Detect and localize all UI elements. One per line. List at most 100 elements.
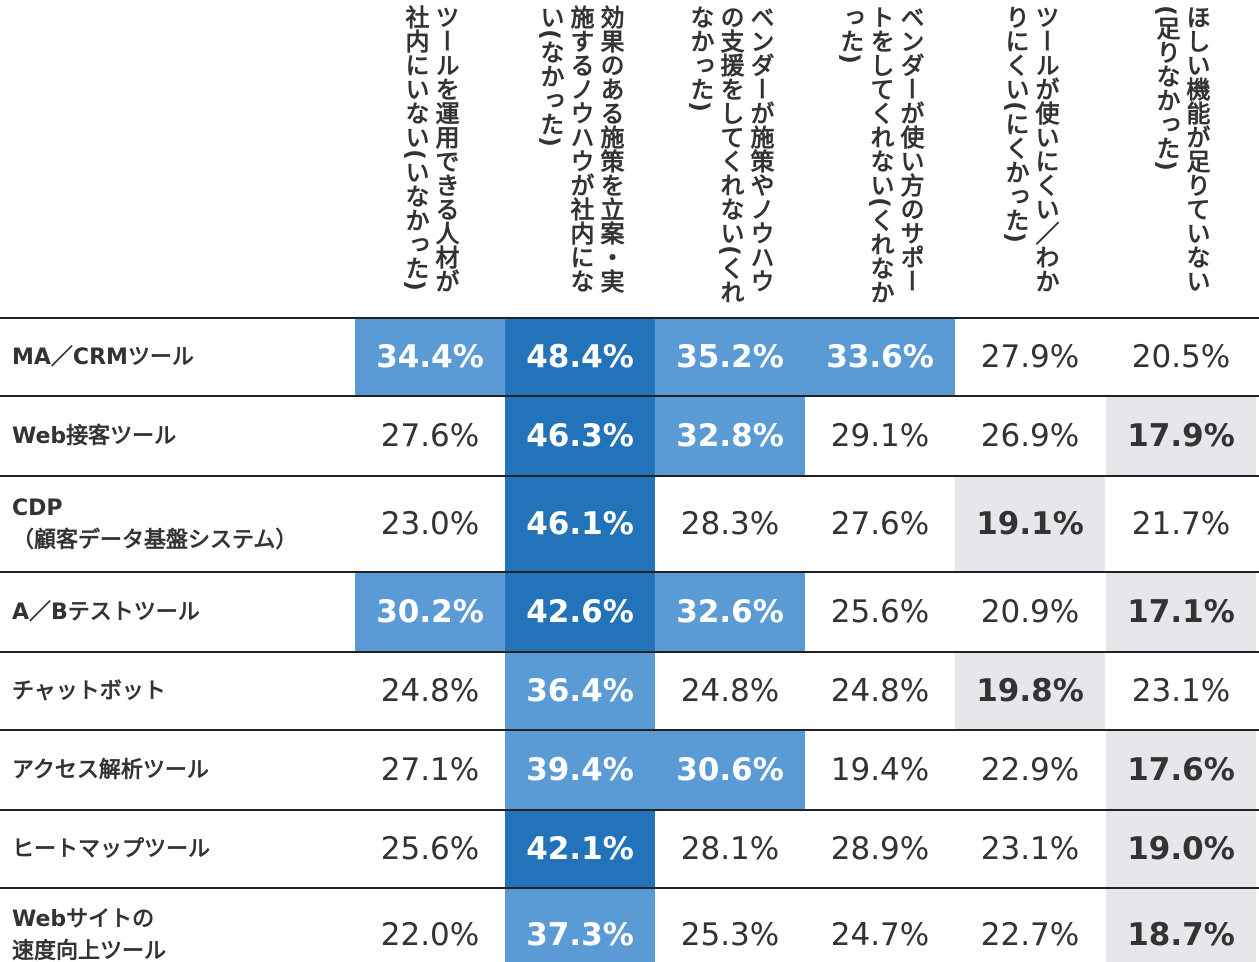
cell-value: 22.0%	[381, 917, 479, 953]
cell-value: 24.8%	[381, 673, 479, 709]
cell-value: 22.7%	[981, 917, 1079, 953]
heat-cell	[655, 397, 805, 476]
cell-value: 34.4%	[376, 339, 484, 375]
cell-value: 28.9%	[831, 831, 929, 867]
heat-cell	[505, 573, 655, 652]
column-header-3: ベンダーが施策やノウハウの支援をしてくれない(くれなかった)	[686, 5, 774, 304]
cell-value: 30.6%	[676, 752, 784, 788]
heat-cell	[655, 653, 805, 730]
heat-cell	[355, 653, 505, 730]
heat-cell	[655, 319, 805, 396]
column-header-2: 効果のある施策を立案・実施するノウハウが社内にない(なかった)	[536, 5, 624, 293]
cell-value: 19.4%	[831, 752, 929, 788]
cell-value: 42.6%	[526, 594, 634, 630]
heat-cell	[355, 477, 505, 572]
cell-value: 28.1%	[681, 831, 779, 867]
cell-value: 20.5%	[1132, 339, 1230, 375]
cell-value: 27.6%	[831, 506, 929, 542]
heat-cell	[655, 477, 805, 572]
cell-value: 28.3%	[681, 506, 779, 542]
cell-value: 17.9%	[1127, 418, 1235, 454]
row-label: MA／CRMツール	[12, 345, 194, 370]
heat-cell	[355, 889, 505, 962]
column-header-text: 効果のある施策を立案・実施するノウハウが社内にない(なかった)	[536, 5, 624, 293]
column-header-text: ツールが使いにくい／わかりにくい(にくかった)	[1001, 5, 1059, 293]
cell-value: 37.3%	[526, 917, 634, 953]
cell-value: 25.3%	[681, 917, 779, 953]
heat-cell	[1106, 811, 1256, 888]
heat-cell	[955, 653, 1105, 730]
heat-cell	[505, 731, 655, 810]
row-label: アクセス解析ツール	[12, 757, 209, 783]
cell-value: 25.6%	[831, 594, 929, 630]
cell-value: 23.0%	[381, 506, 479, 542]
cell-value: 19.1%	[976, 506, 1084, 542]
cell-value: 24.7%	[831, 917, 929, 953]
column-header-text: ツールを運用できる人材が社内にいない(いなかった)	[401, 5, 459, 293]
column-header-6: ほしい機能が足りていない(足りなかった)	[1152, 5, 1210, 293]
cell-value: 46.3%	[526, 418, 634, 454]
cell-value: 30.2%	[376, 594, 484, 630]
row-label: A／Bテストツール	[12, 600, 200, 625]
heat-cell	[505, 397, 655, 476]
cell-value: 29.1%	[831, 418, 929, 454]
heat-cell	[505, 811, 655, 888]
cell-value: 22.9%	[981, 752, 1079, 788]
heat-cell	[955, 319, 1105, 396]
row-label: Web接客ツール	[12, 423, 176, 449]
heat-cell	[1106, 397, 1256, 476]
cell-value: 27.1%	[381, 752, 479, 788]
heat-cell	[505, 653, 655, 730]
cell-value: 32.8%	[676, 418, 784, 454]
cell-value: 27.6%	[381, 418, 479, 454]
heat-cell	[805, 477, 955, 572]
heat-cell	[1106, 731, 1256, 810]
cell-value: 19.8%	[976, 673, 1084, 709]
cell-value: 25.6%	[381, 831, 479, 867]
heat-cell	[1106, 889, 1256, 962]
cell-value: 17.1%	[1127, 594, 1235, 630]
cell-value: 36.4%	[526, 673, 634, 709]
cell-value: 24.8%	[831, 673, 929, 709]
heat-cell	[955, 477, 1105, 572]
column-header-5: ツールが使いにくい／わかりにくい(にくかった)	[1001, 5, 1059, 293]
heat-cell	[655, 889, 805, 962]
cell-value: 42.1%	[526, 831, 634, 867]
heat-cell	[955, 397, 1105, 476]
heat-cell	[805, 653, 955, 730]
heat-cell	[1106, 319, 1256, 396]
heat-cell	[955, 573, 1105, 652]
cell-value: 20.9%	[981, 594, 1079, 630]
heat-cell	[805, 319, 955, 396]
heat-cell	[805, 397, 955, 476]
heat-cell	[1106, 653, 1256, 730]
cell-value: 26.9%	[981, 418, 1079, 454]
cell-value: 32.6%	[676, 594, 784, 630]
cell-value: 23.1%	[1132, 673, 1230, 709]
row-label: チャットボット	[12, 679, 166, 704]
column-header-text: ほしい機能が足りていない(足りなかった)	[1152, 5, 1210, 293]
heat-cell	[355, 573, 505, 652]
heat-cell	[355, 731, 505, 810]
heat-cell	[355, 319, 505, 396]
heat-cell	[1106, 573, 1256, 652]
cell-value: 24.8%	[681, 673, 779, 709]
column-header-1: ツールを運用できる人材が社内にいない(いなかった)	[401, 5, 459, 293]
heat-cell	[655, 731, 805, 810]
heat-cell	[355, 811, 505, 888]
cell-value: 19.0%	[1127, 831, 1235, 867]
cell-value: 27.9%	[981, 339, 1079, 375]
column-header-text: ベンダーが使い方のサポートをしてくれない(くれなかった)	[836, 5, 924, 304]
heat-cell	[655, 573, 805, 652]
heat-cell	[805, 731, 955, 810]
row-label: Webサイトの速度向上ツール	[12, 907, 166, 962]
cell-value: 21.7%	[1132, 506, 1230, 542]
heat-cell	[505, 319, 655, 396]
heat-cell	[805, 889, 955, 962]
column-header-4: ベンダーが使い方のサポートをしてくれない(くれなかった)	[836, 5, 924, 304]
cell-value: 35.2%	[676, 339, 784, 375]
cell-value: 17.6%	[1127, 752, 1235, 788]
heat-cell	[355, 397, 505, 476]
heat-cell	[1106, 477, 1256, 572]
